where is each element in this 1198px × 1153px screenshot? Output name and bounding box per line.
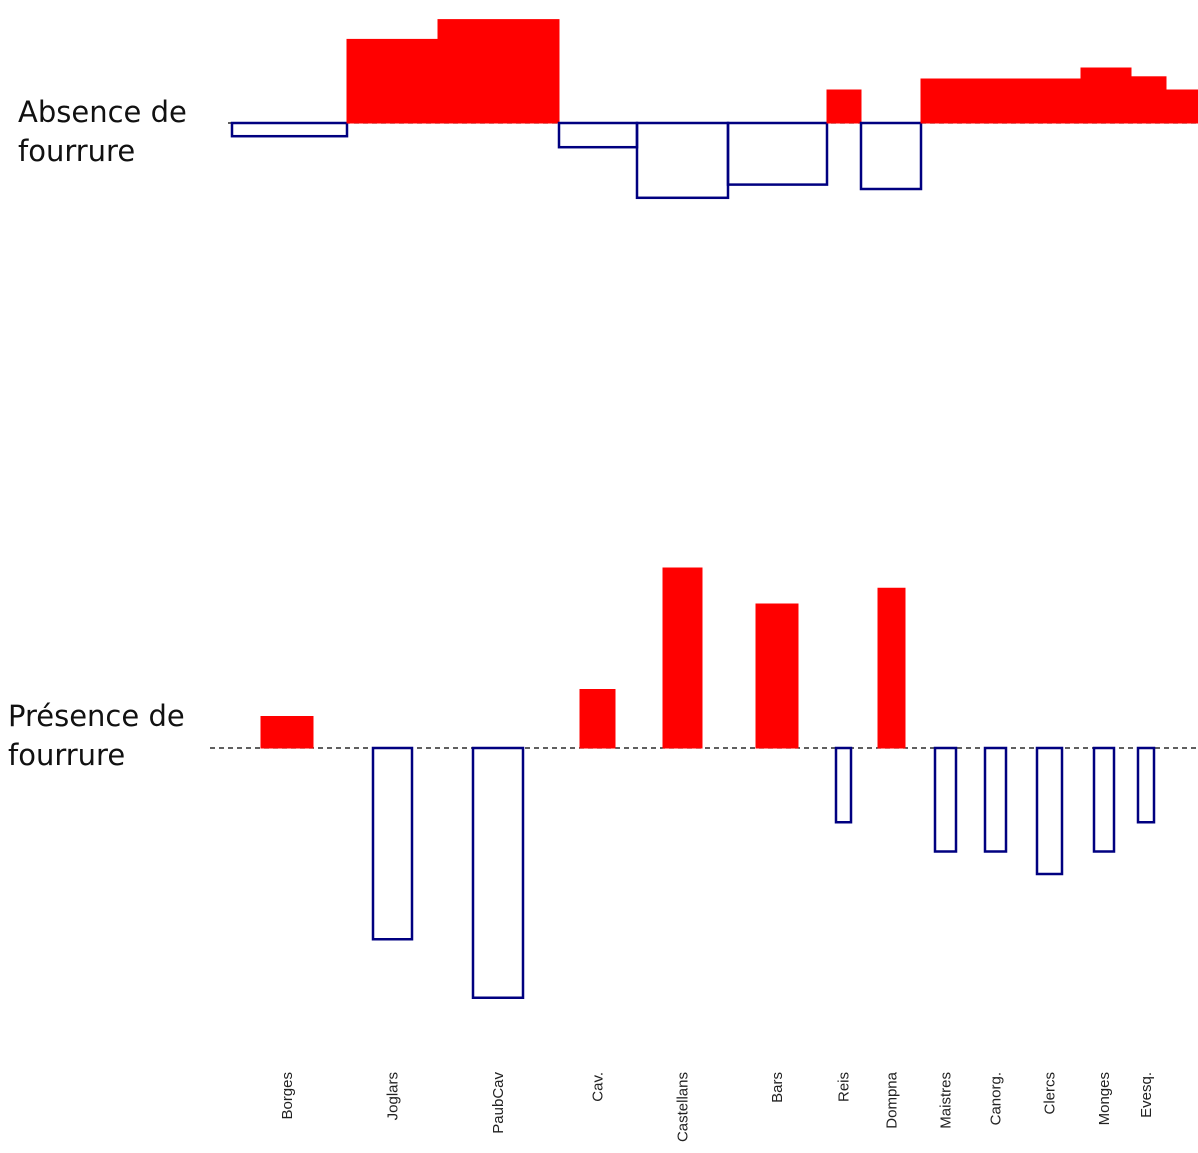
category-label-reis: Reis	[836, 1072, 853, 1102]
bar-absence-canorg	[1018, 78, 1082, 124]
category-label-bars: Bars	[769, 1072, 786, 1103]
series-presence-bars	[260, 567, 1156, 999]
bar-presence-evesq	[1136, 746, 1156, 824]
category-label-canorg: Canorg.	[988, 1072, 1005, 1125]
bar-presence-reis	[834, 746, 853, 824]
bar-presence-bars	[755, 603, 799, 749]
category-labels: Borges Joglars PaubCav Cav. Castellans Bars Re…	[279, 1071, 1155, 1142]
bar-presence-clercs	[1035, 746, 1064, 876]
bar-presence-maistres	[933, 746, 958, 853]
category-label-clercs: Clercs	[1042, 1072, 1059, 1115]
bar-absence-paubcav	[437, 19, 560, 124]
bar-presence-castellans	[662, 567, 703, 749]
category-label-cav: Cav.	[590, 1072, 607, 1102]
bar-presence-paubcav	[471, 746, 525, 999]
bar-absence-bars	[726, 121, 829, 186]
bar-presence-canorg	[983, 746, 1008, 853]
bar-absence-maistres	[920, 78, 1020, 124]
category-label-maistres: Maistres	[938, 1072, 955, 1129]
category-label-paubcav: PaubCav	[490, 1072, 507, 1134]
bar-presence-cav	[579, 689, 616, 749]
bar-absence-joglars	[346, 38, 439, 124]
category-label-borges: Borges	[279, 1072, 296, 1120]
bar-presence-borges	[260, 716, 314, 749]
bar-absence-reis	[826, 89, 862, 124]
series-label-absence: Absence de fourrure	[18, 95, 187, 168]
bar-presence-joglars	[371, 746, 414, 941]
category-label-castellans: Castellans	[675, 1072, 692, 1142]
bar-absence-cav	[557, 121, 639, 149]
bar-absence-evesq	[1165, 89, 1198, 124]
bar-presence-dompna	[877, 587, 906, 749]
bar-absence-castellans	[635, 121, 730, 200]
series-label-presence: Présence de fourrure	[8, 699, 185, 772]
category-label-evesq: Evesq.	[1138, 1072, 1155, 1118]
bar-absence-borges	[230, 121, 349, 138]
category-label-joglars: Joglars	[385, 1072, 402, 1120]
bar-absence-clercs	[1080, 67, 1132, 124]
category-label-monges: Monges	[1096, 1072, 1113, 1125]
category-label-dompna: Dompna	[884, 1071, 901, 1128]
series-absence-bars	[230, 19, 1198, 200]
bar-presence-monges	[1092, 746, 1116, 853]
bar-absence-monges	[1130, 76, 1167, 124]
bar-absence-dompna	[859, 121, 923, 191]
